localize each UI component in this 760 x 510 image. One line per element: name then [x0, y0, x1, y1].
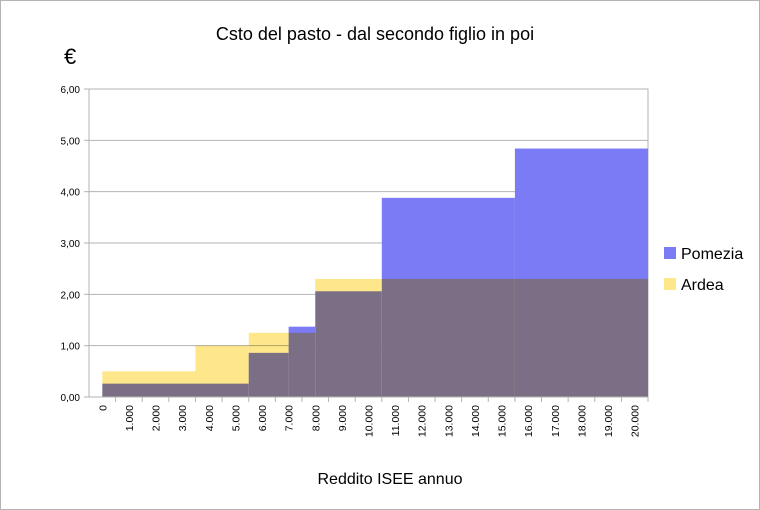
x-tick-label: 17.000: [550, 405, 562, 437]
x-tick-label: 11.000: [390, 405, 402, 436]
series-areas: [102, 148, 648, 397]
area-step-ardea: [381, 278, 648, 397]
y-tick-label: 4,00: [61, 188, 81, 199]
area-step-ardea: [248, 332, 289, 397]
x-tick-label: 1.000: [124, 405, 136, 431]
legend-label-ardea: Ardea: [681, 277, 724, 294]
x-tick-label: 7.000: [284, 405, 296, 431]
area-step-ardea: [102, 371, 196, 397]
area-step-ardea: [195, 345, 249, 397]
x-tick-label: 10.000: [364, 405, 376, 437]
y-tick-label: 6,00: [61, 85, 81, 96]
legend-swatch-ardea: [664, 278, 676, 290]
x-tick-label: 15.000: [497, 405, 509, 437]
x-tick-label: 5.000: [230, 405, 242, 431]
legend-label-pomezia: Pomezia: [681, 246, 743, 263]
x-tick-label: 4.000: [204, 405, 216, 431]
series-ardea: [102, 278, 648, 397]
area-step-ardea: [288, 332, 316, 397]
y-unit-label: €: [64, 44, 76, 69]
area-step-ardea: [315, 278, 382, 397]
legend-swatch-pomezia: [664, 247, 676, 259]
x-tick-label: 3.000: [177, 405, 189, 431]
x-tick-label: 0: [97, 405, 109, 411]
x-tick-label: 16.000: [523, 405, 535, 437]
x-tick-label: 8.000: [310, 405, 322, 431]
legend: Pomezia Ardea: [664, 246, 743, 294]
y-tick-label: 5,00: [61, 136, 81, 147]
x-axis-label: Reddito ISEE annuo: [318, 471, 463, 488]
axes: [84, 88, 649, 402]
x-tick-label: 12.000: [417, 405, 429, 437]
x-tick-label: 13.000: [443, 405, 455, 437]
x-tick-label: 19.000: [603, 405, 615, 437]
x-tick-label: 20.000: [630, 405, 642, 437]
x-tick-label: 6.000: [257, 405, 269, 431]
x-tick-label: 18.000: [576, 405, 588, 437]
x-tick-label: 9.000: [337, 405, 349, 431]
y-tick-label: 1,00: [61, 342, 81, 353]
y-tick-labels: 0,00 1,00 2,00 3,00 4,00 5,00 6,00: [61, 85, 81, 404]
x-tick-label: 2.000: [151, 405, 163, 431]
y-tick-label: 3,00: [61, 239, 81, 250]
y-tick-label: 0,00: [61, 393, 81, 404]
x-tick-label: 14.000: [470, 405, 482, 437]
x-tick-labels: 0 1.000 2.000 3.000 4.000 5.000 6.000 7.000 8.00…: [97, 405, 641, 437]
y-tick-label: 2,00: [61, 290, 81, 301]
chart-title: Csto del pasto - dal secondo figlio in p…: [216, 24, 534, 44]
